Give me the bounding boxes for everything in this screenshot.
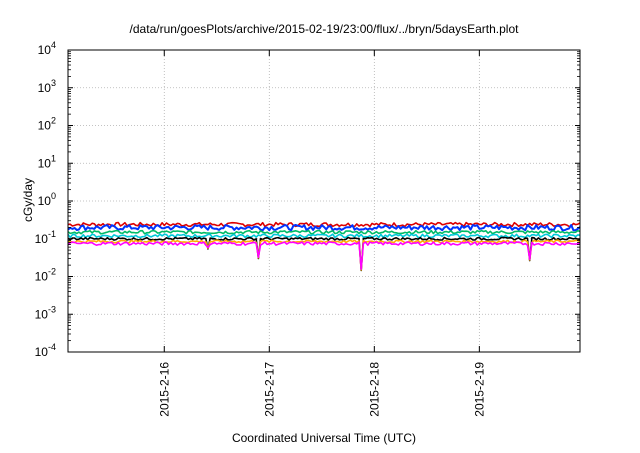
y-tick-label: 103 bbox=[38, 78, 56, 95]
y-tick-label: 10-3 bbox=[35, 304, 56, 321]
x-tick-label: 2015-2-16 bbox=[157, 362, 171, 417]
plot-frame bbox=[67, 49, 581, 353]
x-tick-label: 2015-2-17 bbox=[262, 362, 276, 417]
series-line bbox=[67, 241, 581, 271]
x-tick-label: 2015-2-18 bbox=[367, 362, 381, 417]
y-tick-label: 104 bbox=[38, 40, 56, 57]
y-tick-label: 10-2 bbox=[35, 267, 56, 284]
chart-title: /data/run/goesPlots/archive/2015-02-19/2… bbox=[130, 22, 520, 36]
series-line bbox=[67, 224, 581, 232]
y-tick-label: 101 bbox=[38, 153, 56, 170]
y-axis-label: cGy/day bbox=[21, 178, 35, 222]
axes: 10-4 10-3 10-2 10-1 100 101 102 103 104 2015-2-16… bbox=[35, 40, 581, 417]
x-tick-label: 2015-2-19 bbox=[472, 362, 486, 417]
series-line bbox=[67, 233, 581, 239]
y-tick-label: 100 bbox=[38, 191, 56, 208]
x-axis-label: Coordinated Universal Time (UTC) bbox=[232, 431, 416, 445]
series-line bbox=[67, 221, 581, 228]
y-tick-label: 10-1 bbox=[35, 229, 56, 246]
series-group bbox=[67, 221, 581, 272]
y-tick-label: 10-4 bbox=[35, 342, 56, 359]
series-line bbox=[67, 229, 581, 235]
y-tick-label: 102 bbox=[38, 116, 56, 133]
grid bbox=[68, 50, 580, 352]
